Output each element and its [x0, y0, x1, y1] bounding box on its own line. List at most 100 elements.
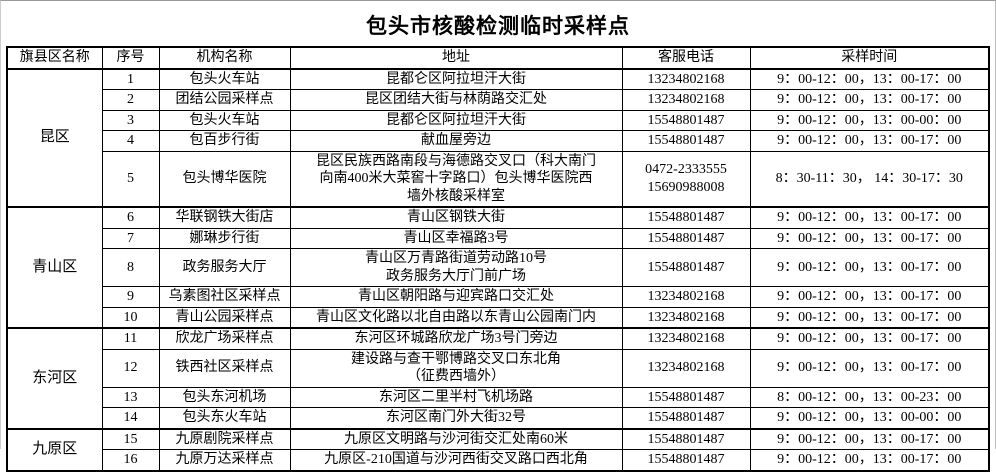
- table-row: 3 包头火车站 昆都仑区阿拉坦汗大街 15548801487 9：00-12：00，13…: [7, 109, 990, 131]
- sampling-time-cell: 9：00-12：00，13：00-17：00: [749, 286, 990, 308]
- serial-number-cell: 1: [101, 67, 160, 90]
- institution-name-cell: 包百步行街: [158, 130, 291, 152]
- institution-name-cell: 包头东河机场: [158, 386, 291, 408]
- serial-number-cell: 4: [101, 130, 160, 152]
- phone-cell: 13234802168: [621, 67, 751, 90]
- serial-number-cell: 11: [101, 327, 160, 350]
- table-row: 九原区 15 九原剧院采样点 九原区文明路与沙河街交汇处南60米 15548801487…: [6, 427, 990, 471]
- sampling-time-cell: 9：00-12：00，13：00-17：00: [749, 306, 990, 329]
- serial-number-cell: 8: [101, 248, 160, 287]
- table-row: 9 乌素图社区采样点 青山区朝阳路与迎宾路口交汇处 13234802168 9：00-1…: [7, 286, 990, 308]
- serial-number-cell: 14: [101, 407, 160, 429]
- table-row: 5 包头博华医院 昆区民族西路南段与海德路交叉口（科大南门 向南400米大菜窖十字路…: [7, 150, 990, 208]
- address-cell: 青山区文化路以北自由路以东青山公园南门内: [289, 306, 623, 329]
- table-body: 昆区 1 包头火车站 昆都仑区阿拉坦汗大街 13234802168 9：00-12：00，…: [6, 67, 990, 471]
- address-cell: 东河区二里半村飞机场路: [289, 386, 623, 408]
- serial-number-cell: 3: [101, 109, 160, 131]
- sampling-time-cell: 9：00-12：00，13：00-17：00: [749, 449, 990, 471]
- serial-number-cell: 13: [101, 386, 160, 408]
- phone-cell: 15548801487: [621, 248, 751, 287]
- institution-name-cell: 娜琳步行街: [158, 227, 291, 249]
- phone-cell: 15548801487: [621, 449, 751, 471]
- table-row: 16 九原万达采样点 九原区-210国道与沙河西街交叉路口西北角 1554880148…: [7, 449, 990, 471]
- district-cell: 青山区: [6, 206, 103, 329]
- serial-number-cell: 2: [101, 89, 160, 111]
- phone-cell: 15548801487: [621, 109, 751, 131]
- institution-name-cell: 政务服务大厅: [158, 248, 291, 287]
- institution-name-cell: 华联钢铁大街店: [158, 206, 291, 229]
- table-row: 2 团结公园采样点 昆区团结大街与林荫路交汇处 13234802168 9：00-12：…: [7, 89, 990, 111]
- district-cell: 东河区: [6, 327, 103, 429]
- sampling-points-table: 旗县区名称 序号 机构名称 地址 客服电话 采样时间 昆区 1 包头火车站 昆都仑区阿拉坦汗大街…: [6, 46, 990, 472]
- header-row: 旗县区名称 序号 机构名称 地址 客服电话 采样时间: [6, 46, 990, 69]
- serial-number-cell: 15: [101, 427, 160, 450]
- sampling-time-cell: 9：00-12：00，13：00-17：00: [749, 67, 990, 90]
- phone-cell: 15548801487: [621, 130, 751, 152]
- column-header-3: 地址: [289, 46, 623, 69]
- address-cell: 昆都仑区阿拉坦汗大街: [289, 67, 623, 90]
- serial-number-cell: 6: [101, 206, 160, 229]
- address-cell: 昆都仑区阿拉坦汗大街: [289, 109, 623, 131]
- sampling-time-cell: 9：00-12：00，13：00-17：00: [749, 89, 990, 111]
- table-row: 东河区 11 欣龙广场采样点 东河区环城路欣龙广场3号门旁边 13234802168 9：…: [6, 327, 990, 429]
- institution-name-cell: 团结公园采样点: [158, 89, 291, 111]
- table-row: 14 包头东火车站 东河区南门外大街32号 15548801487 9：00-12：00…: [7, 407, 990, 429]
- column-header-0: 旗县区名称: [6, 46, 103, 69]
- table-row: 13 包头东河机场 东河区二里半村飞机场路 15548801487 8：00-12：00…: [7, 386, 990, 408]
- district-cell: 九原区: [6, 427, 103, 471]
- phone-cell: 15548801487: [621, 386, 751, 408]
- phone-cell: 13234802168: [621, 286, 751, 308]
- address-cell: 昆区团结大街与林荫路交汇处: [289, 89, 623, 111]
- page-title: 包头市核酸检测临时采样点: [366, 14, 630, 38]
- address-cell: 青山区钢铁大街: [289, 206, 623, 229]
- table-row: 青山区 6 华联钢铁大街店 青山区钢铁大街 15548801487 9：00-12：00，…: [6, 206, 990, 329]
- table-row: 昆区 1 包头火车站 昆都仑区阿拉坦汗大街 13234802168 9：00-12：00，…: [6, 67, 990, 208]
- serial-number-cell: 12: [101, 348, 160, 388]
- address-cell: 九原区-210国道与沙河西街交叉路口西北角: [289, 449, 623, 471]
- table-row: 7 娜琳步行街 青山区幸福路3号 15548801487 9：00-12：00，13：0…: [7, 227, 990, 249]
- serial-number-cell: 7: [101, 227, 160, 249]
- institution-name-cell: 包头火车站: [158, 109, 291, 131]
- address-cell: 九原区文明路与沙河街交汇处南60米: [289, 427, 623, 450]
- institution-name-cell: 欣龙广场采样点: [158, 327, 291, 350]
- table-row: 8 政务服务大厅 青山区万青路街道劳动路10号 政务服务大厅门前广场 15548801…: [7, 248, 990, 287]
- address-cell: 东河区南门外大街32号: [289, 407, 623, 429]
- phone-cell: 0472-2333555 15690988008: [621, 150, 751, 208]
- phone-cell: 15548801487: [621, 206, 751, 229]
- sampling-time-cell: 9：00-12：00，13：00-17：00: [749, 227, 990, 249]
- address-cell: 青山区幸福路3号: [289, 227, 623, 249]
- district-cell: 昆区: [6, 67, 103, 208]
- sampling-time-cell: 9：00-12：00，13：00-17：00: [749, 348, 990, 388]
- address-cell: 献血屋旁边: [289, 130, 623, 152]
- phone-cell: 13234802168: [621, 306, 751, 329]
- sampling-time-cell: 8：00-12：00，13：00-23：00: [749, 386, 990, 408]
- address-cell: 青山区万青路街道劳动路10号 政务服务大厅门前广场: [289, 248, 623, 287]
- column-header-4: 客服电话: [621, 46, 751, 69]
- institution-name-cell: 包头火车站: [158, 67, 291, 90]
- table-header: 旗县区名称 序号 机构名称 地址 客服电话 采样时间: [6, 46, 990, 69]
- phone-cell: 13234802168: [621, 89, 751, 111]
- sampling-time-cell: 9：00-12：00，13：00-17：00: [749, 248, 990, 287]
- institution-name-cell: 乌素图社区采样点: [158, 286, 291, 308]
- sampling-time-cell: 9：00-12：00，13：00-17：00: [749, 206, 990, 229]
- sampling-time-cell: 8：30-11：30， 14：30-17：30: [749, 150, 990, 208]
- table-row: 12 铁西社区采样点 建设路与查干鄂博路交叉口东北角 （征费西墙外） 13234802…: [7, 348, 990, 388]
- column-header-1: 序号: [101, 46, 160, 69]
- institution-name-cell: 青山公园采样点: [158, 306, 291, 329]
- serial-number-cell: 10: [101, 306, 160, 329]
- serial-number-cell: 16: [101, 449, 160, 471]
- institution-name-cell: 包头博华医院: [158, 150, 291, 208]
- phone-cell: 15548801487: [621, 227, 751, 249]
- table-row: 4 包百步行街 献血屋旁边 15548801487 9：00-12：00，13：00-1…: [7, 130, 990, 152]
- address-cell: 东河区环城路欣龙广场3号门旁边: [289, 327, 623, 350]
- institution-name-cell: 九原万达采样点: [158, 449, 291, 471]
- column-header-2: 机构名称: [158, 46, 291, 69]
- serial-number-cell: 9: [101, 286, 160, 308]
- institution-name-cell: 铁西社区采样点: [158, 348, 291, 388]
- phone-cell: 13234802168: [621, 348, 751, 388]
- address-cell: 建设路与查干鄂博路交叉口东北角 （征费西墙外）: [289, 348, 623, 388]
- table-row: 10 青山公园采样点 青山区文化路以北自由路以东青山公园南门内 13234802168…: [7, 306, 990, 329]
- serial-number-cell: 5: [101, 150, 160, 208]
- phone-cell: 15548801487: [621, 427, 751, 450]
- address-cell: 青山区朝阳路与迎宾路口交汇处: [289, 286, 623, 308]
